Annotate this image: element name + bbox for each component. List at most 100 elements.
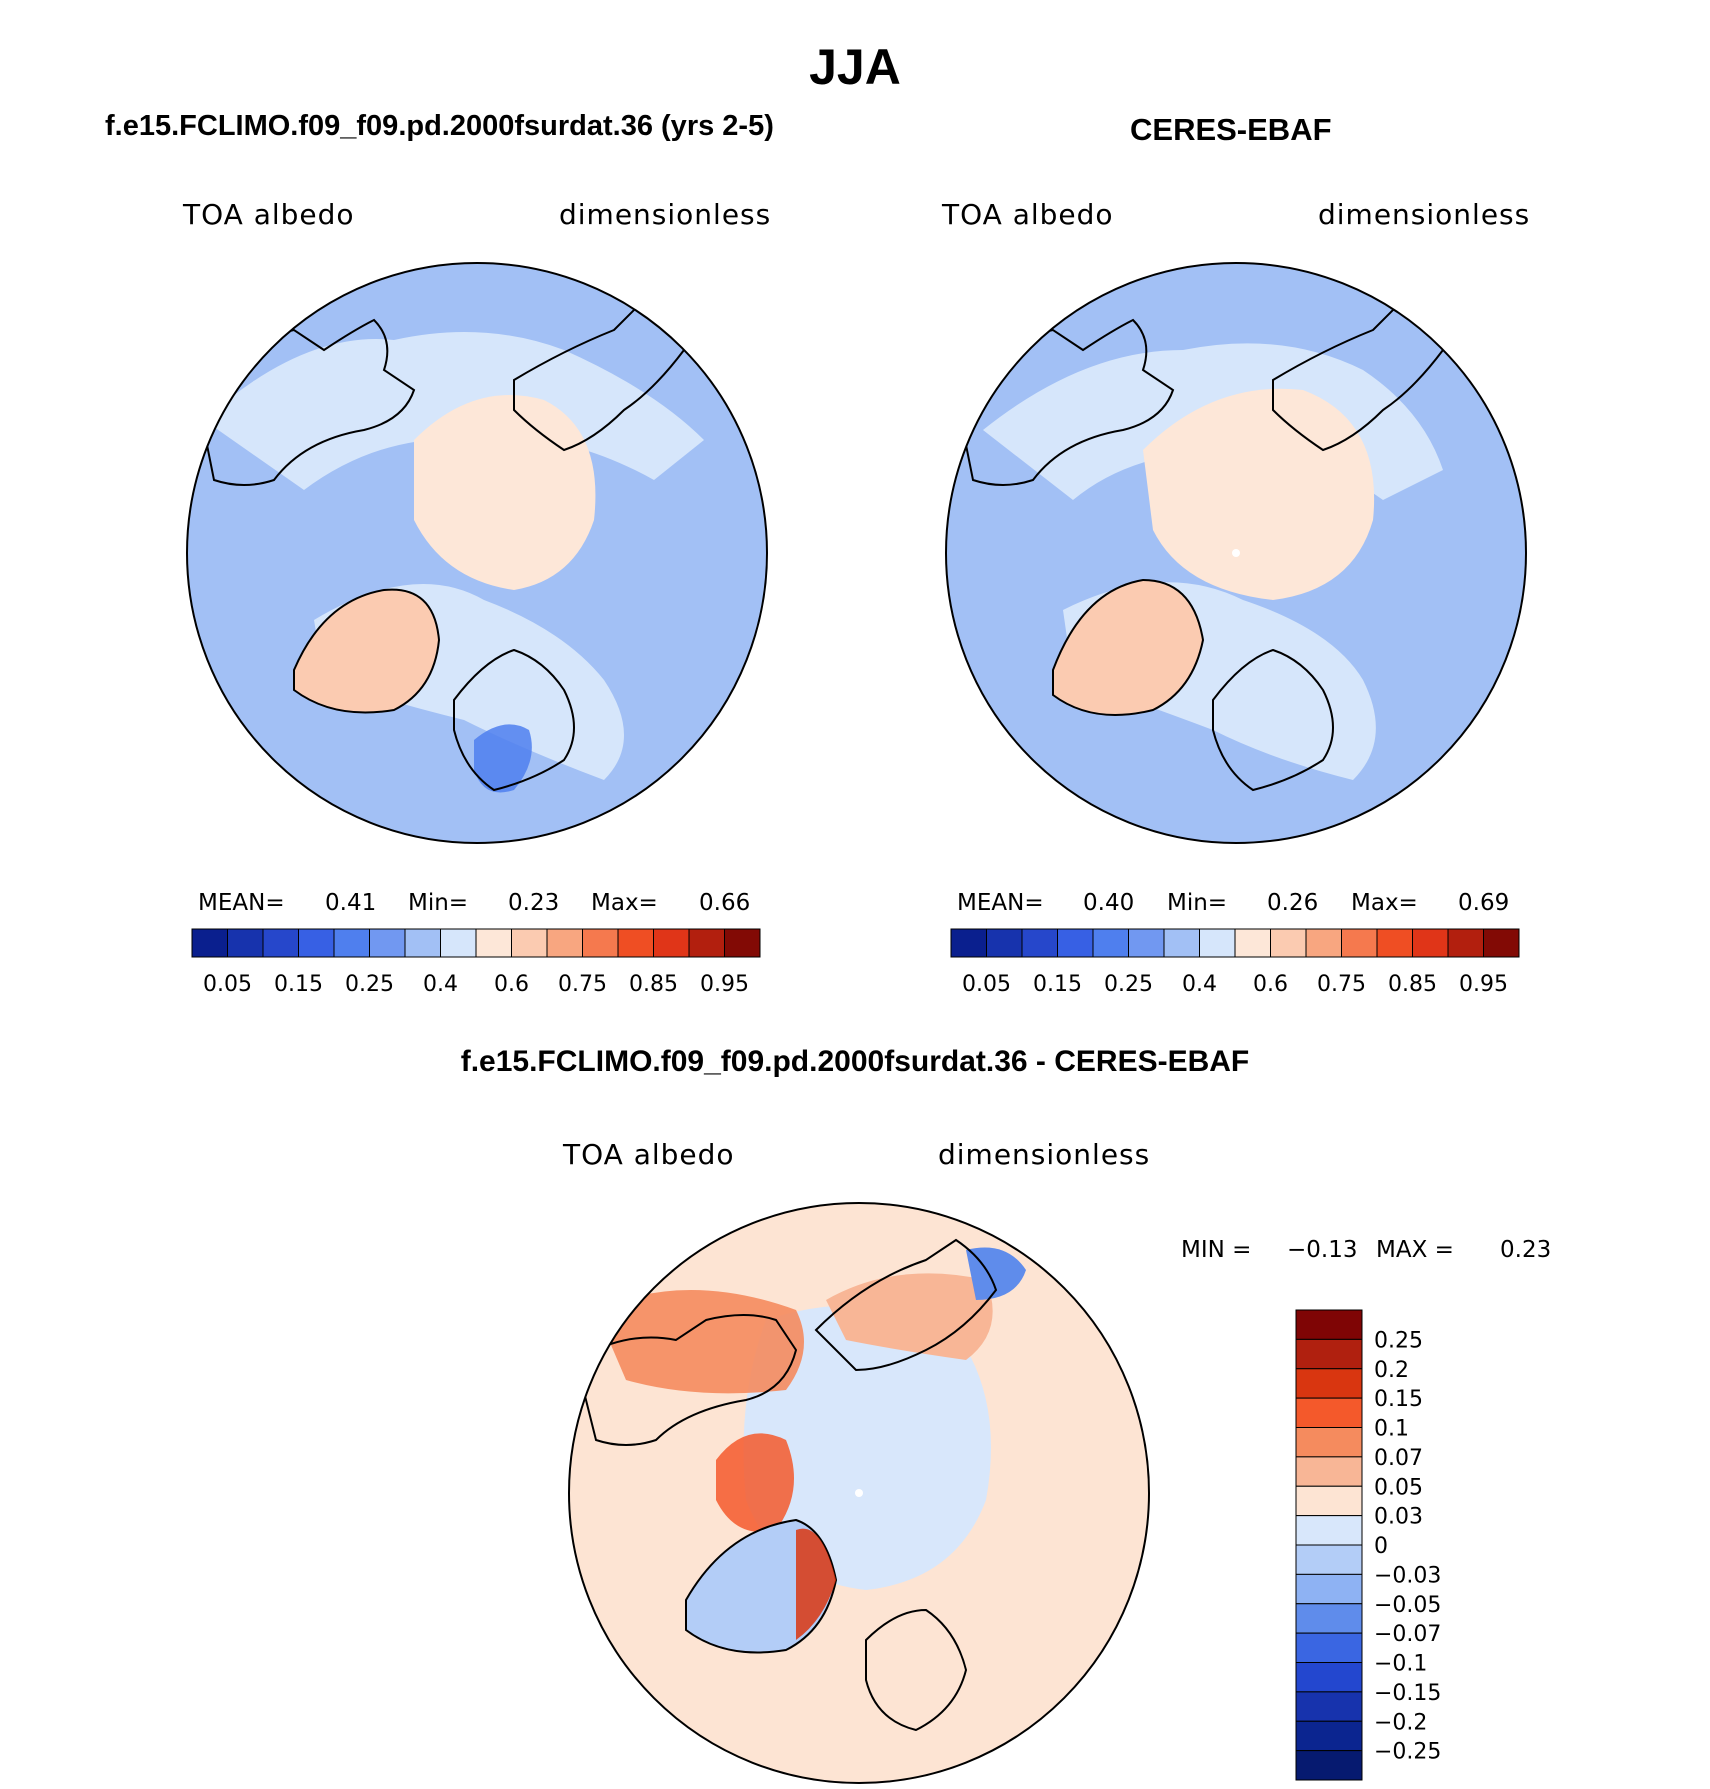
- obs-mean-value: 0.40: [1083, 890, 1135, 916]
- diff-units-label: dimensionless: [938, 1138, 1151, 1171]
- colorbar-tick-label: 0: [1374, 1534, 1388, 1559]
- model-mean-value: 0.41: [325, 890, 377, 916]
- colorbar-tick-label: −0.25: [1374, 1740, 1441, 1765]
- colorbar-cell: [582, 928, 619, 958]
- obs-greenland: [1052, 578, 1205, 716]
- diff-map-border: [568, 1202, 1150, 1784]
- model-variable-label: TOA albedo: [183, 198, 355, 231]
- model-min-label: Min=: [408, 890, 469, 916]
- obs-variable-label: TOA albedo: [942, 198, 1114, 231]
- colorbar-cell: [1305, 928, 1342, 958]
- diff-polar-map: [568, 1202, 1150, 1784]
- colorbar-cell: [333, 928, 370, 958]
- colorbar-tick-label: 0.25: [1104, 972, 1153, 997]
- diff-archipelago-positive: [716, 1433, 794, 1532]
- diff-central-arctic: [743, 1305, 991, 1590]
- diff-panel-title: f.e15.FCLIMO.f09_f09.pd.2000fsurdat.36 -…: [460, 1045, 1250, 1078]
- colorbar-tick-label: 0.15: [274, 972, 323, 997]
- colorbar-tick-label: 0.25: [345, 972, 394, 997]
- obs-mean-label: MEAN=: [957, 890, 1044, 916]
- colorbar-tick-label: 0.6: [494, 972, 529, 997]
- colorbar-cell: [1295, 1720, 1363, 1752]
- colorbar-tick-label: −0.03: [1374, 1563, 1441, 1588]
- obs-sea-ice-region: [1143, 388, 1375, 600]
- diff-east-siberia-negative: [966, 1247, 1026, 1300]
- colorbar-cell: [1295, 1485, 1363, 1517]
- colorbar-cell: [1295, 1544, 1363, 1575]
- model-max-label: Max=: [591, 890, 658, 916]
- colorbar-tick-label: 0.75: [558, 972, 607, 997]
- colorbar-cell: [1295, 1309, 1363, 1340]
- diff-coastline-scandinavia: [865, 1608, 968, 1732]
- colorbar-cell: [1376, 928, 1413, 958]
- colorbar-tick-label: 0.75: [1317, 972, 1366, 997]
- colorbar-cell: [1412, 928, 1449, 958]
- colorbar-cell: [1295, 1632, 1363, 1663]
- obs-min-value: 0.26: [1267, 890, 1319, 916]
- colorbar-tick-label: −0.05: [1374, 1593, 1441, 1618]
- colorbar-cell: [1341, 928, 1378, 958]
- colorbar-cell: [1295, 1573, 1363, 1605]
- colorbar-tick-label: 0.95: [700, 972, 749, 997]
- colorbar-cell: [653, 928, 690, 958]
- colorbar-cell: [1234, 928, 1271, 958]
- colorbar-tick-label: 0.4: [423, 972, 458, 997]
- colorbar-cell: [950, 928, 987, 958]
- model-panel-title: f.e15.FCLIMO.f09_f09.pd.2000fsurdat.36 (…: [105, 110, 774, 142]
- colorbar-cell: [617, 928, 654, 958]
- colorbar-cell: [298, 928, 335, 958]
- colorbar-cell: [1057, 928, 1094, 958]
- season-title: JJA: [809, 39, 901, 95]
- model-sea-ice-region: [414, 395, 596, 590]
- model-greenland: [293, 588, 441, 714]
- model-polar-map: [186, 262, 768, 844]
- colorbar-tick-label: 0.15: [1033, 972, 1082, 997]
- colorbar-cell: [1295, 1397, 1363, 1428]
- colorbar-cell: [1270, 928, 1307, 958]
- colorbar-tick-label: −0.2: [1374, 1710, 1427, 1735]
- colorbar-tick-label: −0.1: [1374, 1652, 1427, 1677]
- obs-polar-map: [945, 262, 1527, 844]
- colorbar-cell: [546, 928, 583, 958]
- obs-coastline-scandinavia: [1212, 648, 1334, 792]
- colorbar-cell: [1295, 1691, 1363, 1722]
- diff-coastline-siberia: [814, 1238, 998, 1372]
- colorbar-cell: [1295, 1456, 1363, 1487]
- colorbar-cell: [1295, 1368, 1363, 1399]
- model-coastline-siberia: [513, 298, 686, 452]
- colorbar-cell: [986, 928, 1023, 958]
- colorbar-cell: [1295, 1338, 1363, 1370]
- colorbar-cell: [1295, 1662, 1363, 1693]
- colorbar-tick-label: 0.1: [1374, 1417, 1409, 1442]
- colorbar-cell: [1092, 928, 1129, 958]
- obs-max-label: Max=: [1351, 890, 1418, 916]
- colorbar-cell: [262, 928, 299, 958]
- colorbar-tick-label: −0.07: [1374, 1622, 1441, 1647]
- diff-coastline-north-america: [574, 1314, 798, 1446]
- colorbar-tick-label: 0.05: [962, 972, 1011, 997]
- colorbar-cell: [1295, 1515, 1363, 1546]
- obs-min-label: Min=: [1167, 890, 1228, 916]
- model-max-value: 0.66: [699, 890, 751, 916]
- diff-siberia-positive: [826, 1273, 993, 1360]
- model-coastline-scandinavia: [453, 648, 575, 792]
- colorbar-tick-label: 0.85: [1388, 972, 1437, 997]
- colorbar-cell: [191, 928, 228, 958]
- colorbar-cell: [1199, 928, 1236, 958]
- colorbar-cell: [1128, 928, 1165, 958]
- model-map-border: [186, 262, 768, 844]
- colorbar-tick-label: 0.05: [203, 972, 252, 997]
- obs-pole-hole: [1232, 549, 1240, 557]
- colorbar-tick-label: 0.07: [1374, 1446, 1423, 1471]
- colorbar-tick-label: 0.2: [1374, 1358, 1409, 1383]
- model-mean-label: MEAN=: [198, 890, 285, 916]
- colorbar-tick-label: −0.15: [1374, 1681, 1441, 1706]
- model-baltic-low: [474, 724, 532, 793]
- colorbar-tick-label: 0.15: [1374, 1387, 1423, 1412]
- colorbar-cell: [511, 928, 548, 958]
- colorbar-cell: [1295, 1427, 1363, 1458]
- model-units-label: dimensionless: [559, 198, 772, 231]
- colorbar-tick-label: 0.6: [1253, 972, 1288, 997]
- colorbar-cell: [440, 928, 477, 958]
- obs-max-value: 0.69: [1458, 890, 1510, 916]
